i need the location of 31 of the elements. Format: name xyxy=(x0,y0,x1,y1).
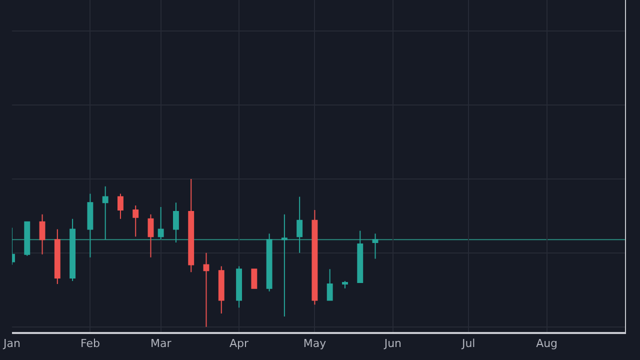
candlestick xyxy=(266,233,272,292)
candlestick xyxy=(236,266,242,308)
candlestick xyxy=(118,193,124,220)
x-tick-label: Aug xyxy=(536,337,558,350)
candlestick xyxy=(357,230,364,283)
x-tick-label: Jul xyxy=(460,337,476,350)
candlestick xyxy=(372,233,378,260)
candlestick xyxy=(39,214,46,255)
candlestick xyxy=(203,252,210,328)
candlestick xyxy=(87,193,94,258)
candlestick xyxy=(342,280,348,289)
candlestick xyxy=(148,214,154,258)
candlestick xyxy=(281,214,288,317)
candlestick xyxy=(218,266,224,314)
candlestick xyxy=(251,268,258,289)
x-tick-label: May xyxy=(303,337,327,350)
candlestick xyxy=(24,221,30,256)
candlestick xyxy=(132,205,139,238)
x-tick-label: Jun xyxy=(383,337,402,350)
candlestick xyxy=(296,196,303,254)
x-tick-label: Feb xyxy=(80,337,100,350)
x-tick-label: Mar xyxy=(150,337,172,350)
candlestick xyxy=(54,228,60,284)
candlestick xyxy=(312,210,318,306)
candlestick xyxy=(188,178,194,273)
x-tick-label: Apr xyxy=(230,337,250,350)
candlestick xyxy=(70,218,76,282)
x-tick-label: Jan xyxy=(2,337,20,350)
candlestick xyxy=(102,186,108,240)
candlestick xyxy=(326,268,333,301)
candlestick xyxy=(173,202,179,244)
